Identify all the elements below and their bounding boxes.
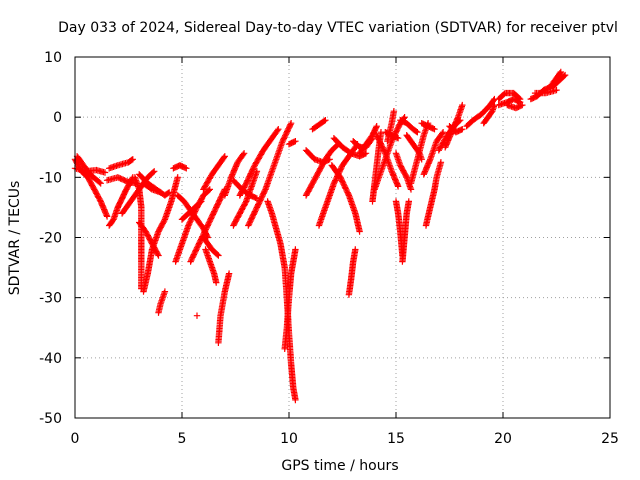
y-tick-label: 0 bbox=[53, 110, 62, 126]
data-marker-track bbox=[309, 117, 329, 133]
series-track-45 bbox=[384, 108, 398, 145]
series-track-38 bbox=[345, 246, 359, 298]
data-marker-track bbox=[480, 101, 498, 127]
data-marker-track bbox=[422, 159, 445, 229]
y-tick-label: -50 bbox=[39, 411, 62, 427]
series-track-12 bbox=[136, 219, 162, 259]
series-track-58 bbox=[463, 95, 498, 130]
series-track-17 bbox=[178, 198, 205, 223]
data-marker-track bbox=[136, 219, 162, 259]
data-marker-track bbox=[236, 126, 282, 199]
data-marker-track bbox=[202, 246, 220, 286]
data-points bbox=[71, 68, 569, 404]
series-track-31 bbox=[285, 138, 299, 148]
x-axis-label: GPS time / hours bbox=[281, 458, 398, 474]
y-axis-label: SDTVAR / TECUs bbox=[7, 181, 23, 296]
data-marker-track bbox=[302, 141, 342, 199]
series-track-15 bbox=[170, 162, 190, 172]
data-marker-track bbox=[193, 312, 201, 319]
data-marker-track bbox=[418, 120, 438, 133]
data-marker-track bbox=[495, 89, 524, 103]
data-marker-track bbox=[140, 180, 164, 196]
series-track-51 bbox=[397, 117, 421, 136]
series-track-20 bbox=[200, 153, 228, 193]
series-track-23 bbox=[215, 270, 233, 346]
y-tick-label: -40 bbox=[39, 351, 62, 367]
x-tick-label: 15 bbox=[387, 431, 405, 447]
series-track-47 bbox=[399, 198, 412, 265]
x-tick-label: 5 bbox=[178, 431, 187, 447]
series-track-50 bbox=[407, 120, 432, 187]
data-marker-track bbox=[384, 108, 398, 145]
series-track-28 bbox=[245, 120, 295, 229]
data-marker-track bbox=[345, 246, 359, 298]
data-marker-track bbox=[531, 86, 560, 97]
series-track-06 bbox=[106, 156, 136, 172]
series-track-21 bbox=[202, 246, 220, 286]
data-marker-track bbox=[495, 95, 524, 109]
x-tick-label: 20 bbox=[494, 431, 512, 447]
series-track-54 bbox=[422, 159, 445, 229]
series-track-59 bbox=[480, 101, 498, 127]
data-marker-track bbox=[407, 120, 432, 187]
axis-ticks bbox=[74, 56, 611, 419]
y-tick-label: -10 bbox=[39, 170, 62, 186]
series-track-33 bbox=[302, 141, 342, 199]
series-track-13 bbox=[155, 288, 169, 316]
data-marker-track bbox=[399, 198, 412, 265]
tick-labels: 0 5 10 15 20 25 -50 -40 -30 -20 -10 0 10 bbox=[39, 50, 619, 447]
series-track-10 bbox=[140, 180, 164, 196]
series-track-62 bbox=[504, 101, 526, 112]
data-marker-track bbox=[73, 153, 104, 187]
data-marker-track bbox=[356, 123, 380, 157]
series-track-65 bbox=[549, 71, 569, 91]
series-track-22 bbox=[200, 234, 222, 259]
series-track-60 bbox=[495, 89, 524, 103]
data-marker-track bbox=[178, 198, 205, 223]
series-track-03 bbox=[73, 153, 104, 187]
series-track-18 bbox=[193, 312, 201, 319]
data-marker-track bbox=[549, 71, 569, 91]
data-marker-track bbox=[245, 120, 295, 229]
y-tick-label: 10 bbox=[44, 50, 62, 66]
x-tick-label: 0 bbox=[71, 431, 80, 447]
x-tick-label: 10 bbox=[280, 431, 298, 447]
data-marker-track bbox=[504, 101, 526, 112]
series-track-61 bbox=[495, 95, 524, 109]
series-track-64 bbox=[531, 86, 560, 97]
data-marker-track bbox=[215, 270, 233, 346]
series-track-11 bbox=[140, 174, 181, 295]
series-track-37 bbox=[328, 162, 363, 235]
series-track-53 bbox=[420, 129, 447, 178]
data-marker-track bbox=[281, 246, 299, 352]
data-marker-track bbox=[442, 101, 466, 151]
series-track-52 bbox=[418, 120, 438, 133]
chart-title: Day 033 of 2024, Sidereal Day-to-day VTE… bbox=[58, 20, 618, 36]
data-marker-track bbox=[397, 117, 421, 136]
x-tick-label: 25 bbox=[601, 431, 619, 447]
data-marker-track bbox=[140, 174, 181, 295]
series-track-57 bbox=[442, 101, 466, 151]
y-tick-label: -30 bbox=[39, 291, 62, 307]
data-marker-track bbox=[106, 156, 136, 172]
data-marker-track bbox=[285, 138, 299, 148]
data-marker-track bbox=[200, 234, 222, 259]
data-marker-track bbox=[155, 288, 169, 316]
data-marker-track bbox=[328, 162, 363, 235]
data-marker-track bbox=[463, 95, 498, 130]
data-marker-track bbox=[170, 162, 190, 172]
series-track-30 bbox=[281, 246, 299, 352]
series-track-40 bbox=[356, 123, 380, 157]
data-marker-track bbox=[420, 129, 447, 178]
y-tick-label: -20 bbox=[39, 231, 62, 247]
series-track-34 bbox=[309, 117, 329, 133]
data-marker-track bbox=[200, 153, 228, 193]
series-track-27 bbox=[236, 126, 282, 199]
